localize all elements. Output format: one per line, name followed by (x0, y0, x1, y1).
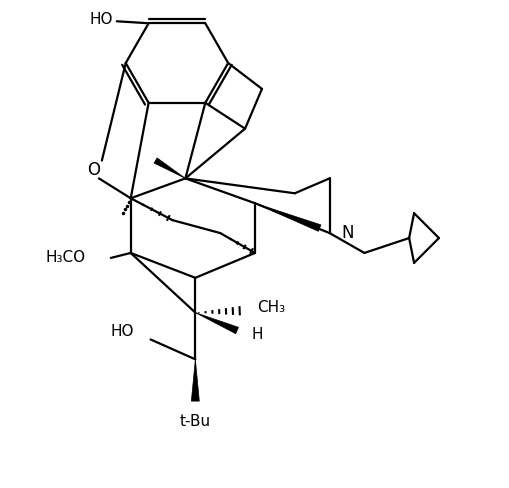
Text: H: H (250, 327, 262, 342)
Text: N: N (341, 224, 353, 242)
Text: HO: HO (89, 12, 112, 27)
Polygon shape (195, 313, 238, 334)
Polygon shape (254, 203, 320, 231)
Text: CH₃: CH₃ (257, 300, 285, 315)
Text: O: O (87, 162, 100, 180)
Text: t-Bu: t-Bu (180, 414, 211, 429)
Text: H₃CO: H₃CO (46, 250, 86, 265)
Polygon shape (191, 359, 199, 401)
Text: HO: HO (110, 324, 133, 339)
Polygon shape (154, 158, 185, 179)
